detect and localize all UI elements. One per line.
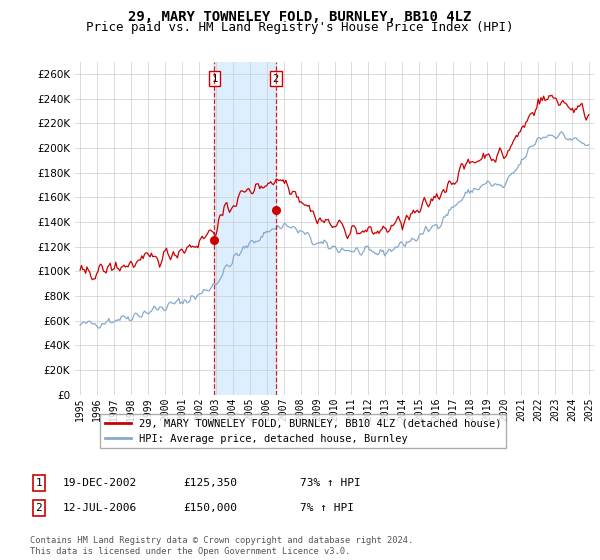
Text: £150,000: £150,000 <box>183 503 237 513</box>
Text: 19-DEC-2002: 19-DEC-2002 <box>63 478 137 488</box>
Text: 1: 1 <box>35 478 43 488</box>
Text: £125,350: £125,350 <box>183 478 237 488</box>
Text: 73% ↑ HPI: 73% ↑ HPI <box>300 478 361 488</box>
Bar <box>214 62 276 395</box>
Text: Price paid vs. HM Land Registry's House Price Index (HPI): Price paid vs. HM Land Registry's House … <box>86 21 514 34</box>
Text: 12-JUL-2006: 12-JUL-2006 <box>63 503 137 513</box>
Text: 29, MARY TOWNELEY FOLD, BURNLEY, BB10 4LZ: 29, MARY TOWNELEY FOLD, BURNLEY, BB10 4L… <box>128 10 472 24</box>
Text: 7% ↑ HPI: 7% ↑ HPI <box>300 503 354 513</box>
Legend: 29, MARY TOWNELEY FOLD, BURNLEY, BB10 4LZ (detached house), HPI: Average price, : 29, MARY TOWNELEY FOLD, BURNLEY, BB10 4L… <box>100 414 506 448</box>
Text: 1: 1 <box>211 74 217 84</box>
Text: Contains HM Land Registry data © Crown copyright and database right 2024.
This d: Contains HM Land Registry data © Crown c… <box>30 536 413 556</box>
Text: 2: 2 <box>273 74 279 84</box>
Text: 2: 2 <box>35 503 43 513</box>
